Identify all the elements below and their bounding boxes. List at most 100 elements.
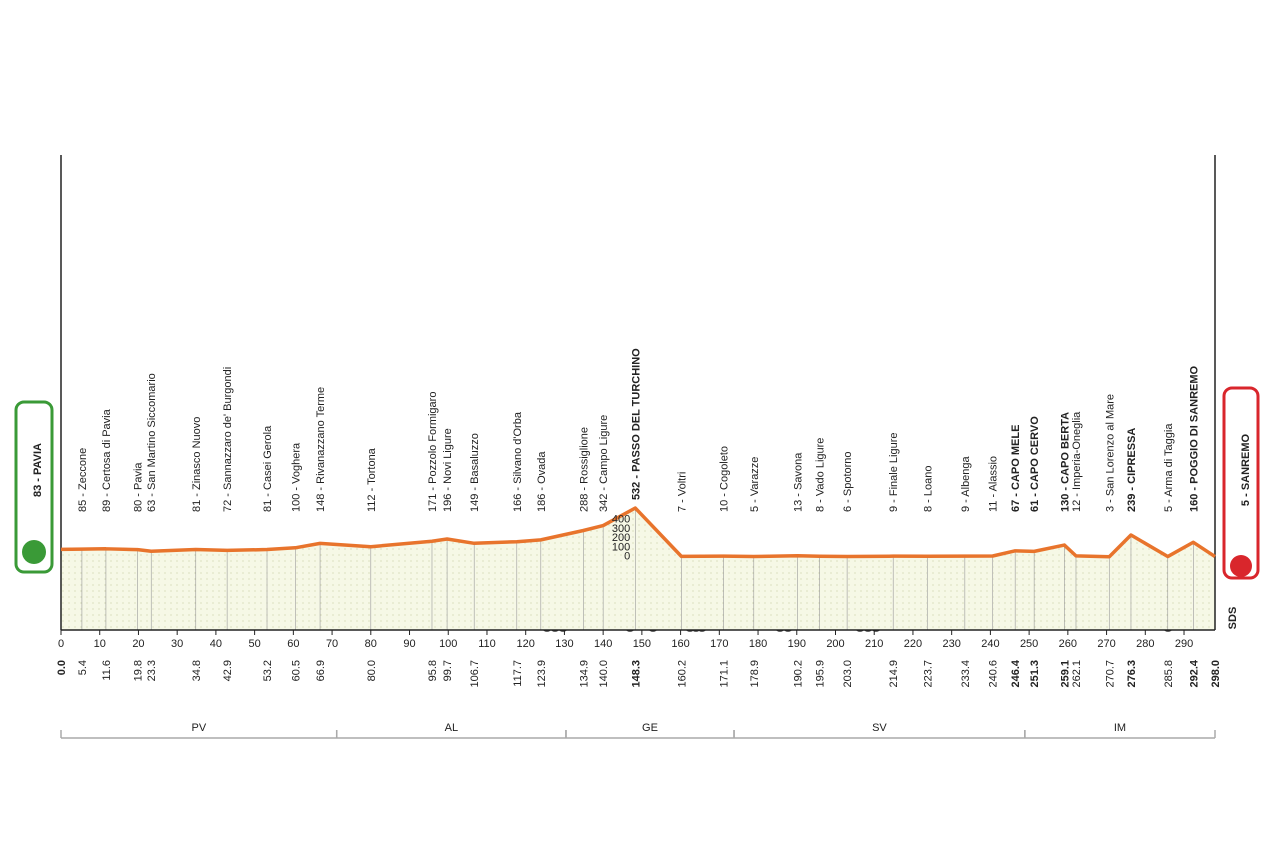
x-tick-label: 60 — [287, 638, 299, 650]
waypoint-label: 61 - CAPO CERVO — [1029, 416, 1041, 512]
x-tick-label: 100 — [439, 638, 457, 650]
waypoint-label: 5 - Varazze — [749, 457, 761, 512]
x-tick-label: 230 — [942, 638, 960, 650]
waypoint-label: 171 - Pozzolo Formigaro — [427, 392, 439, 512]
x-tick-label: 20 — [132, 638, 144, 650]
waypoint-label: 6 - Spotorno — [842, 451, 854, 512]
km-label: 233.4 — [960, 660, 972, 688]
province-label: IM — [1114, 722, 1126, 734]
waypoint-label: 100 - Voghera — [290, 442, 302, 512]
km-label: 5.4 — [77, 660, 89, 675]
start-label: 83 - PAVIA — [32, 443, 44, 497]
y-tick-label: 0 — [624, 551, 630, 563]
y-tick-label: 200 — [612, 532, 630, 544]
km-label: 223.7 — [922, 660, 934, 688]
finish-icon — [1230, 555, 1252, 577]
km-label: 53.2 — [262, 660, 274, 681]
waypoint-label: 130 - CAPO BERTA — [1059, 412, 1071, 512]
km-label: 19.8 — [133, 660, 145, 681]
province-label: GE — [642, 722, 658, 734]
waypoint-label: 5 - Arma di Taggia — [1163, 423, 1175, 512]
waypoint-label: 196 - Novi Ligure — [442, 428, 454, 512]
x-tick-label: 180 — [749, 638, 767, 650]
km-label: 285.8 — [1163, 660, 1175, 688]
km-label: 95.8 — [427, 660, 439, 681]
waypoint-label: 81 - Casei Gerola — [262, 425, 274, 512]
waypoint-label: 10 - Cogoleto — [719, 446, 731, 512]
waypoint-label: 89 - Certosa di Pavia — [101, 408, 113, 512]
km-label: 203.0 — [842, 660, 854, 688]
waypoint-label: 288 - Rossiglione — [578, 427, 590, 512]
km-label: 134.9 — [578, 660, 590, 688]
start-badge — [14, 400, 54, 574]
waypoint-label: 112 - Tortona — [366, 447, 378, 512]
waypoint-label: 8 - Loano — [922, 466, 934, 512]
km-label: 195.9 — [815, 660, 827, 688]
km-label: 34.8 — [191, 660, 203, 681]
finish-label: 5 - SANREMO — [1240, 434, 1252, 507]
waypoint-label: 186 - Ovada — [536, 451, 548, 512]
x-tick-label: 250 — [1020, 638, 1038, 650]
waypoint-label: 81 - Zinasco Nuovo — [191, 417, 203, 512]
waypoint-label: 12 - Imperia-Oneglia — [1071, 411, 1083, 512]
km-label: 178.9 — [749, 660, 761, 688]
km-label: 292.4 — [1188, 659, 1200, 687]
km-label: 0.0 — [56, 660, 68, 675]
y-tick-label: 400 — [612, 514, 630, 526]
waypoint-label: 8 - Vado Ligure — [815, 438, 827, 512]
waypoint-label: 72 - Sannazzaro de' Burgondi — [222, 367, 234, 512]
x-tick-label: 220 — [904, 638, 922, 650]
km-label: 42.9 — [222, 660, 234, 681]
x-tick-label: 190 — [788, 638, 806, 650]
km-label: 270.7 — [1104, 660, 1116, 688]
x-tick-label: 170 — [710, 638, 728, 650]
x-tick-label: 40 — [210, 638, 222, 650]
x-tick-label: 160 — [671, 638, 689, 650]
waypoint-label: 11 - Alassio — [988, 456, 1000, 512]
province-label: SV — [872, 722, 887, 734]
km-label: 99.7 — [442, 660, 454, 681]
waypoint-label: 85 - Zeccone — [77, 448, 89, 512]
x-tick-label: 200 — [826, 638, 844, 650]
x-tick-label: 150 — [633, 638, 651, 650]
km-label: 251.3 — [1029, 660, 1041, 688]
profile-area — [61, 508, 1215, 630]
x-tick-label: 130 — [555, 638, 573, 650]
waypoint-label: 13 - Savona — [793, 452, 805, 512]
km-label: 262.1 — [1071, 660, 1083, 688]
km-label: 106.7 — [469, 660, 481, 688]
x-tick-label: 260 — [1059, 638, 1077, 650]
waypoint-label: 239 - CIPRESSA — [1126, 428, 1138, 512]
x-tick-label: 210 — [865, 638, 883, 650]
finish-badge — [1222, 386, 1260, 580]
waypoint-label: 3 - San Lorenzo al Mare — [1104, 394, 1116, 512]
waypoint-label: 149 - Basaluzzo — [469, 433, 481, 512]
waypoint-label: 342 - Campo Ligure — [598, 415, 610, 512]
km-label: 66.9 — [315, 660, 327, 681]
km-label: 259.1 — [1059, 660, 1071, 688]
start-icon — [22, 540, 46, 564]
x-tick-label: 10 — [94, 638, 106, 650]
province-label: PV — [192, 722, 207, 734]
km-label: 214.9 — [888, 660, 900, 688]
waypoint-label: 63 - San Martino Siccomario — [146, 373, 158, 512]
km-label: 240.6 — [988, 660, 1000, 688]
x-tick-label: 140 — [594, 638, 612, 650]
x-tick-label: 110 — [478, 638, 496, 650]
x-tick-label: 120 — [517, 638, 535, 650]
km-label: 148.3 — [630, 660, 642, 688]
x-tick-label: 280 — [1136, 638, 1154, 650]
km-label: 190.2 — [793, 660, 805, 688]
waypoint-label: 7 - Voltri — [676, 472, 688, 512]
waypoint-label: 160 - POGGIO DI SANREMO — [1188, 365, 1200, 512]
waypoint-label: 67 - CAPO MELE — [1010, 425, 1022, 512]
waypoint-label: 80 - Pavia — [133, 462, 145, 512]
profile-line — [60, 506, 1216, 559]
km-label: 80.0 — [366, 660, 378, 681]
waypoint-label: 9 - Finale Ligure — [888, 433, 900, 513]
x-tick-label: 290 — [1175, 638, 1193, 650]
km-label: 160.2 — [676, 660, 688, 688]
x-tick-label: 90 — [403, 638, 415, 650]
waypoint-label: 148 - Rivanazzano Terme — [315, 387, 327, 512]
